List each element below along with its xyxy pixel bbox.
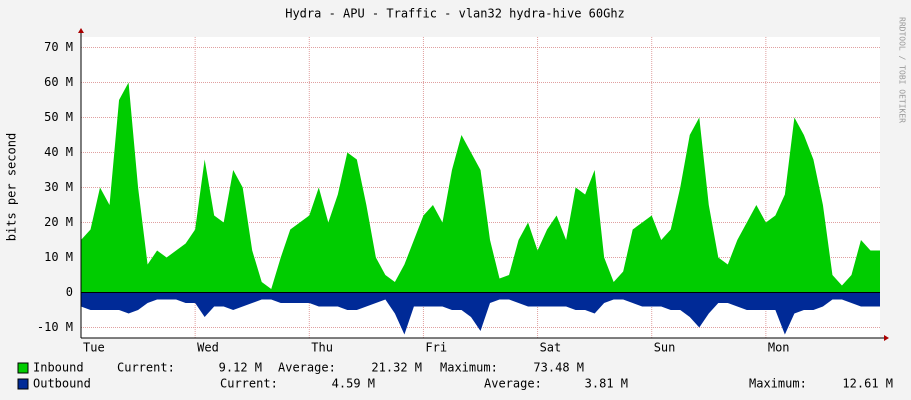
legend-stat-label: Maximum: <box>440 361 498 375</box>
axes: -10 M 0 10 M 20 M 30 M 40 M 50 M 60 M 70 M Tue Wed… <box>37 28 889 355</box>
x-tick-label: Fri <box>425 341 447 355</box>
axis-arrow <box>884 335 889 341</box>
x-tick-label: Sun <box>654 341 676 355</box>
area <box>81 292 880 335</box>
legend-stat-label: Current: <box>117 361 175 375</box>
legend: Inbound Current: 9.12 M Average: 21.32 M Maxi… <box>17 361 893 391</box>
y-tick-label: 0 <box>66 285 73 299</box>
x-tick-label: Thu <box>311 341 333 355</box>
legend-label: Inbound <box>33 361 84 375</box>
legend-stat-value: 4.59 M <box>332 377 375 391</box>
legend-stat-value: 9.12 M <box>219 361 262 375</box>
x-tick-label: Mon <box>768 341 790 355</box>
legend-stat-label: Maximum: <box>749 377 807 391</box>
legend-stat-value: 73.48 M <box>533 361 584 375</box>
legend-stat-label: Average: <box>484 377 542 391</box>
y-tick-label: 60 M <box>44 75 73 89</box>
y-tick-label: -10 M <box>37 320 73 334</box>
y-tick-label: 70 M <box>44 40 73 54</box>
y-axis-label: bits per second <box>5 133 19 241</box>
legend-swatch <box>17 362 29 374</box>
legend-swatch <box>17 378 29 390</box>
legend-label: Outbound <box>33 377 91 391</box>
legend-stat-label: Average: <box>278 361 336 375</box>
legend-stat-value: 3.81 M <box>585 377 628 391</box>
x-tick-label: Wed <box>197 341 219 355</box>
x-tick-label: Tue <box>83 341 105 355</box>
x-tick-label: Sat <box>540 341 562 355</box>
legend-stat-value: 12.61 M <box>842 377 893 391</box>
y-tick-label: 40 M <box>44 145 73 159</box>
y-tick-label: 30 M <box>44 180 73 194</box>
chart-title: Hydra - APU - Traffic - vlan32 hydra-hiv… <box>285 7 625 21</box>
y-tick-label: 20 M <box>44 215 73 229</box>
y-tick-label: 10 M <box>44 250 73 264</box>
axis-arrow <box>78 28 84 33</box>
y-tick-label: 50 M <box>44 110 73 124</box>
legend-stat-value: 21.32 M <box>371 361 422 375</box>
legend-stat-label: Current: <box>220 377 278 391</box>
area <box>81 82 880 293</box>
watermark: RRDTOOL / TOBI OETIKER <box>898 17 907 123</box>
areas <box>81 82 880 335</box>
